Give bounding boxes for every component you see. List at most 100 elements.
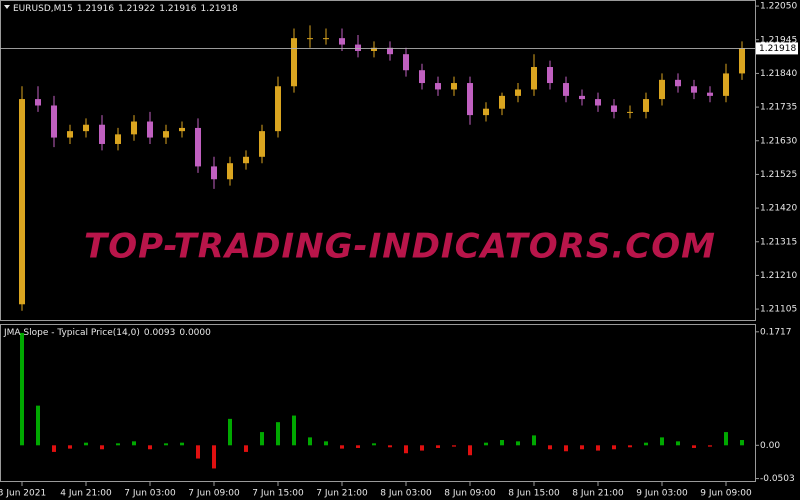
candle-body — [51, 105, 57, 138]
histogram-bar — [564, 445, 568, 452]
histogram-bar — [708, 445, 712, 447]
x-tick-label: 9 Jun 09:00 — [700, 489, 752, 499]
watermark: TOP-TRADING-INDICATORS.COM — [84, 227, 716, 267]
candle-body — [259, 131, 265, 157]
candle-body — [307, 38, 313, 40]
indicator-panel — [0, 324, 756, 482]
histogram-bar — [468, 445, 472, 456]
candle-body — [371, 47, 377, 51]
histogram-bar — [452, 445, 456, 447]
x-tick-label: 7 Jun 09:00 — [188, 489, 240, 499]
x-tick-label: 3 Jun 2021 — [0, 489, 46, 499]
x-tick-label: 8 Jun 21:00 — [572, 489, 624, 499]
candle-body — [147, 121, 153, 138]
header-value: 1.21916 — [77, 4, 114, 14]
histogram-bar — [420, 445, 424, 451]
x-tick-label: 7 Jun 21:00 — [316, 489, 368, 499]
y-tick-label: 1.22050 — [760, 2, 797, 12]
candle-body — [595, 99, 601, 106]
histogram-bar — [244, 445, 248, 452]
histogram-bar — [692, 445, 696, 448]
histogram-bar — [116, 443, 120, 446]
last-price-box — [756, 42, 798, 55]
histogram-bar — [372, 443, 376, 446]
candle-body — [403, 54, 409, 71]
histogram-bar — [644, 442, 648, 446]
candle-body — [115, 134, 121, 144]
candle-body — [355, 44, 361, 51]
candle-body — [195, 127, 201, 167]
histogram-bar — [388, 445, 392, 448]
price-panel — [0, 0, 756, 321]
candle-body — [627, 111, 633, 113]
candle-body — [723, 73, 729, 96]
histogram-bar — [612, 445, 616, 450]
histogram-bar — [148, 445, 152, 450]
y-tick-label: 0.1717 — [760, 327, 792, 337]
histogram-bar — [580, 445, 584, 450]
y-tick-label: 1.21525 — [760, 170, 797, 180]
histogram-bar — [100, 445, 104, 450]
histogram-bar — [484, 442, 488, 446]
candle-body — [83, 124, 89, 132]
candle-body — [35, 99, 41, 106]
histogram-bar — [436, 445, 440, 448]
panel-header: EURUSD,M15 1.21916 1.21922 1.21916 1.21918 — [13, 4, 238, 14]
candle-body — [435, 83, 441, 90]
histogram-bar — [516, 441, 520, 446]
candle-body — [99, 124, 105, 144]
menu-arrow[interactable] — [4, 5, 10, 9]
candle-body — [19, 99, 25, 305]
histogram-bar — [20, 332, 24, 446]
y-tick-label: 1.21315 — [760, 237, 797, 247]
candle-body — [179, 127, 185, 132]
candle-body — [563, 83, 569, 96]
x-tick-label: 4 Jun 21:00 — [60, 489, 112, 499]
candle-body — [579, 95, 585, 100]
candle-body — [531, 67, 537, 90]
candle-body — [659, 79, 665, 100]
header-title: JMA Slope - Typical Price(14,0) — [3, 328, 140, 338]
candle-body — [451, 83, 457, 90]
histogram-bar — [340, 445, 344, 449]
candle-body — [275, 86, 281, 132]
last-price-label: 1.21918 — [759, 44, 796, 54]
histogram-bar — [180, 442, 184, 446]
histogram-bar — [532, 435, 536, 446]
histogram-bar — [212, 445, 216, 469]
candle-body — [547, 67, 553, 84]
histogram-bar — [596, 445, 600, 451]
y-tick-label: -0.0503 — [760, 474, 795, 484]
candle-body — [691, 86, 697, 93]
y-tick-label: 1.21945 — [760, 35, 797, 45]
histogram-bar — [324, 441, 328, 446]
candle-body — [227, 163, 233, 180]
header-value: 1.21918 — [201, 4, 238, 14]
histogram-bar — [36, 405, 40, 446]
y-tick-label: 1.21420 — [760, 204, 797, 214]
candle-body — [643, 99, 649, 112]
histogram-bar — [84, 442, 88, 446]
histogram-bar — [724, 432, 728, 446]
histogram-bar — [308, 437, 312, 446]
histogram-bar — [132, 441, 136, 446]
histogram-bar — [660, 437, 664, 446]
candle-body — [467, 83, 473, 116]
candle-body — [243, 156, 249, 164]
candle-body — [499, 95, 505, 109]
candle-body — [211, 166, 217, 180]
candle-body — [387, 47, 393, 55]
y-tick-label: 1.21735 — [760, 103, 797, 113]
header-title: EURUSD,M15 — [13, 4, 73, 14]
candle-body — [131, 121, 137, 135]
y-tick-label: 1.21840 — [760, 69, 797, 79]
header-value: 0.0093 — [144, 328, 176, 338]
histogram-bar — [404, 445, 408, 454]
histogram-bar — [548, 445, 552, 450]
histogram-bar — [52, 445, 56, 452]
histogram-bar — [500, 440, 504, 446]
x-tick-label: 8 Jun 09:00 — [444, 489, 496, 499]
histogram-bar — [276, 422, 280, 446]
histogram-bar — [196, 445, 200, 459]
